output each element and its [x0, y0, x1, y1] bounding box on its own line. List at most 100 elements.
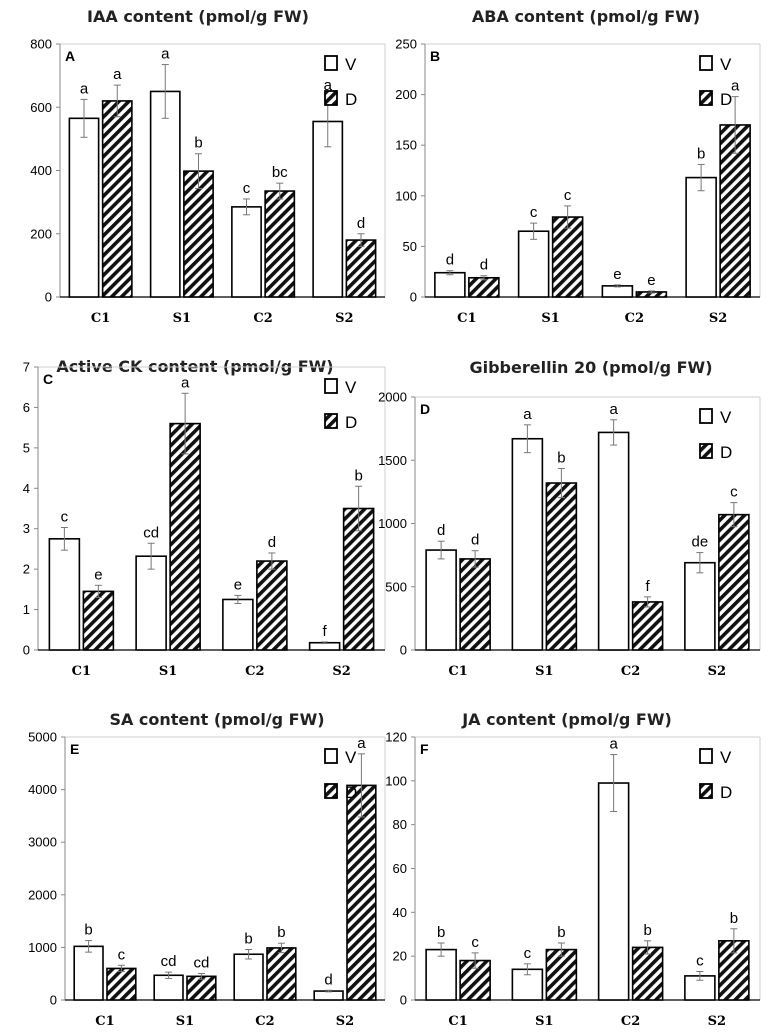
- x-tick-label: C1: [448, 664, 467, 679]
- legend-label-v: V: [345, 748, 357, 767]
- significance-letter: a: [324, 77, 333, 94]
- x-tick-label: C2: [245, 664, 264, 679]
- y-tick-label: 5000: [28, 730, 57, 745]
- significance-letter: a: [161, 46, 170, 63]
- x-tick-label: C1: [72, 664, 91, 679]
- bar-d-c2: [264, 190, 296, 298]
- bar-v-c1: [73, 945, 104, 1001]
- bar-d-s2: [345, 239, 377, 298]
- significance-letter: b: [697, 145, 705, 162]
- significance-letter: c: [118, 946, 126, 963]
- significance-letter: a: [357, 735, 366, 752]
- significance-letter: d: [480, 257, 488, 274]
- bar-v-s1: [517, 230, 550, 298]
- significance-letter: cd: [143, 524, 159, 541]
- bar-v-s2: [684, 975, 716, 1001]
- panel-c: Active CK content (pmol/g FW)C01234567C1…: [23, 357, 386, 679]
- legend-label-d: D: [720, 443, 732, 462]
- bar-v-c1: [68, 117, 100, 298]
- legend-swatch-v: [324, 378, 338, 394]
- legend-swatch-d: [699, 783, 713, 799]
- x-tick-label: S1: [173, 311, 191, 326]
- bar-v-c2: [597, 431, 630, 651]
- panel-f: JA content (pmol/g FW) F 0 20 40 60 80 100 120 C1…: [385, 710, 761, 1029]
- x-tick-label: C1: [95, 1014, 114, 1029]
- significance-letter: b: [84, 922, 92, 939]
- significance-letter: b: [730, 910, 738, 927]
- legend-swatch-d: [324, 783, 338, 799]
- x-tick-label: S1: [535, 1014, 553, 1029]
- panel-label: A: [65, 48, 75, 64]
- bar-v-s1: [511, 437, 544, 651]
- significance-letter: d: [446, 252, 454, 269]
- significance-letter: f: [646, 578, 651, 595]
- significance-letter: c: [564, 187, 572, 204]
- bar-v-c2: [597, 782, 630, 1001]
- bar-v-c2: [233, 953, 264, 1001]
- significance-letter: b: [277, 924, 285, 941]
- significance-letter: e: [613, 266, 621, 283]
- significance-letter: cd: [193, 954, 209, 971]
- y-tick-label: 800: [30, 37, 52, 52]
- bar-v-s2: [685, 176, 717, 298]
- y-tick-label: 120: [385, 730, 407, 745]
- panel-a: IAA content (pmol/g FW) A 0 200 400 600 800 C1 a…: [30, 7, 386, 326]
- significance-letter: d: [471, 532, 479, 549]
- significance-letter: c: [61, 509, 69, 526]
- x-tick-label: C2: [625, 311, 644, 326]
- y-tick-label: 0: [410, 290, 417, 305]
- significance-letter: e: [647, 272, 655, 289]
- y-tick-label: 0: [400, 993, 407, 1008]
- bar-d-c2: [256, 560, 288, 651]
- bar-v-s2: [313, 990, 344, 1001]
- bar-d-c1: [101, 100, 133, 298]
- significance-letter: a: [80, 80, 89, 97]
- y-tick-label: 0: [23, 643, 30, 658]
- y-tick-label: 2000: [28, 887, 57, 902]
- panel-label: B: [430, 48, 440, 64]
- y-tick-label: 60: [393, 861, 407, 876]
- significance-letter: c: [524, 945, 532, 962]
- legend-label-d: D: [345, 90, 357, 109]
- significance-letter: a: [523, 406, 532, 423]
- bar-d-s2: [346, 784, 377, 1001]
- y-tick-label: 250: [395, 37, 417, 52]
- legend-swatch-d: [324, 90, 338, 106]
- legend-label-v: V: [720, 748, 732, 767]
- significance-letter: b: [437, 924, 445, 941]
- y-tick-label: 0: [50, 993, 57, 1008]
- significance-letter: cd: [161, 953, 177, 970]
- y-tick-label: 400: [30, 163, 52, 178]
- legend-swatch-d: [699, 443, 713, 459]
- y-tick-label: 1500: [378, 453, 407, 468]
- legend-label-v: V: [345, 378, 357, 397]
- x-tick-label: S2: [708, 664, 726, 679]
- bar-v-s1: [149, 90, 181, 298]
- significance-letter: d: [324, 971, 332, 988]
- significance-letter: c: [471, 934, 479, 951]
- legend-label-d: D: [720, 783, 732, 802]
- bar-d-c2: [631, 946, 664, 1001]
- y-tick-label: 100: [395, 188, 417, 203]
- bar-v-c1: [425, 948, 457, 1001]
- bar-d-c1: [106, 967, 137, 1001]
- y-tick-label: 80: [393, 817, 407, 832]
- legend-swatch-d: [699, 90, 713, 106]
- y-tick-label: 0: [400, 643, 407, 658]
- panel-label: E: [70, 741, 79, 757]
- y-tick-label: 0: [45, 290, 52, 305]
- significance-letter: b: [557, 924, 565, 941]
- x-tick-label: C1: [448, 1014, 467, 1029]
- x-tick-label: S2: [335, 311, 353, 326]
- legend-swatch-v: [699, 55, 713, 71]
- y-tick-label: 150: [395, 138, 417, 153]
- y-tick-label: 100: [385, 773, 407, 788]
- y-tick-label: 7: [23, 360, 30, 375]
- chart-title: IAA content (pmol/g FW): [87, 7, 309, 26]
- chart-title: ABA content (pmol/g FW): [472, 7, 700, 26]
- y-tick-label: 5: [23, 440, 30, 455]
- panel-label: C: [43, 371, 53, 387]
- significance-letter: a: [731, 78, 740, 95]
- bar-d-c1: [468, 276, 500, 298]
